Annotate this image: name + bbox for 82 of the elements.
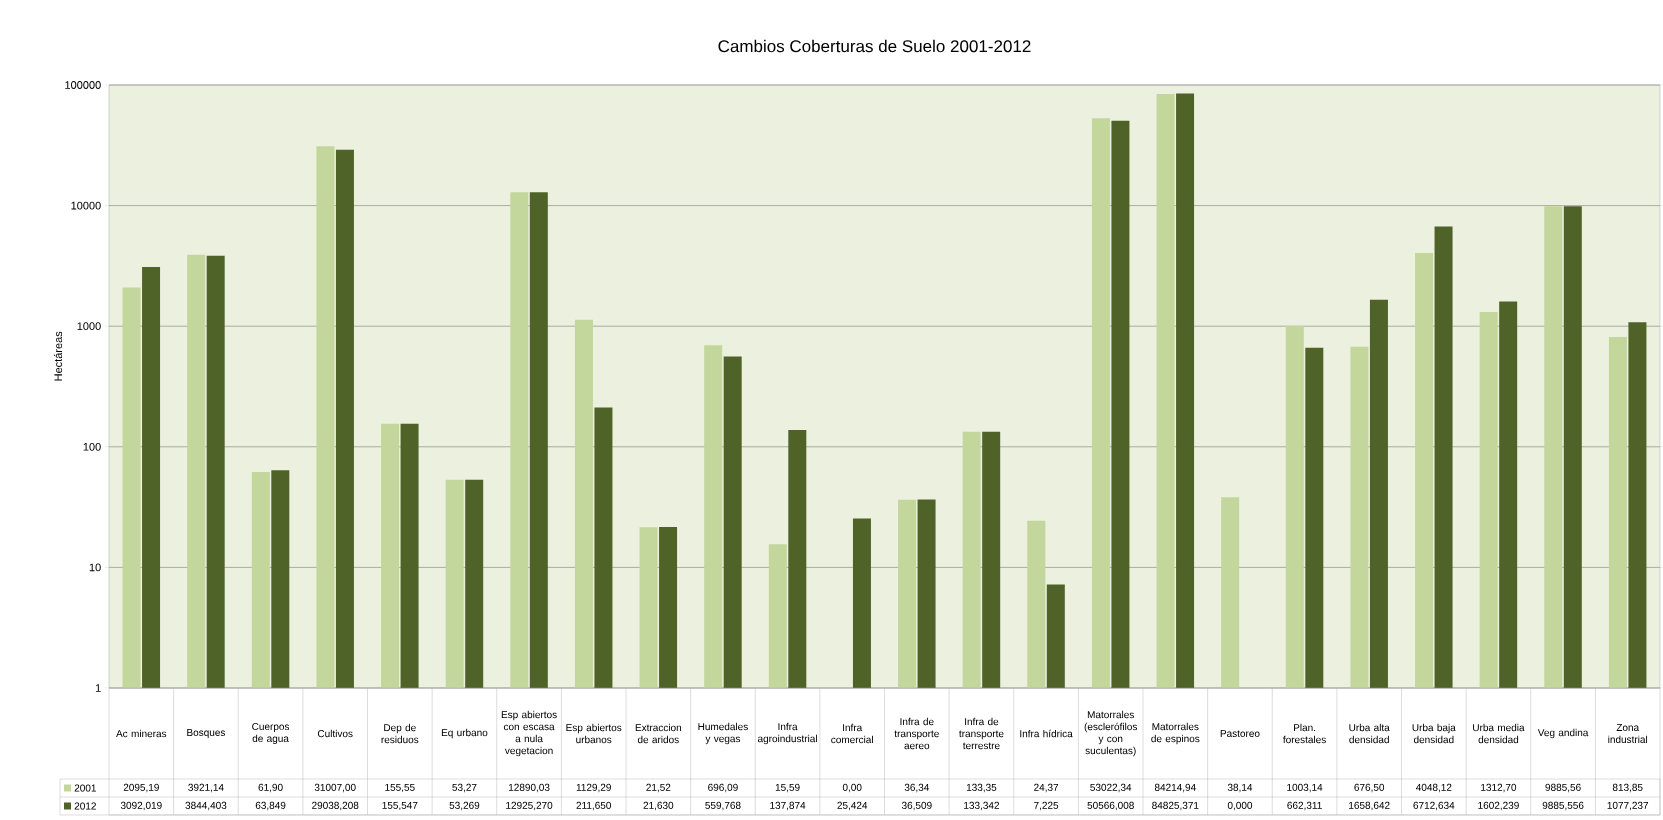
data-label: 137,874 — [770, 801, 806, 811]
data-label: 133,35 — [966, 783, 997, 793]
data-label: 211,650 — [576, 801, 612, 811]
x-tick-label: Matorrales (esclerófilos y con suculentas) — [1084, 710, 1138, 757]
data-label: 12890,03 — [508, 783, 550, 793]
x-tick-label: Infra hídrica — [1020, 729, 1073, 738]
data-label: 31007,00 — [314, 783, 356, 793]
data-label: 3921,14 — [188, 783, 224, 793]
data-label: 3092,019 — [120, 801, 162, 811]
data-label: 4048,12 — [1415, 783, 1452, 793]
x-tick-label: Urba media densidad — [1473, 723, 1525, 744]
x-tick-label: Infra de transporte aereo — [894, 717, 939, 750]
data-label: 7,225 — [1034, 801, 1059, 811]
data-label: 36,509 — [901, 801, 932, 811]
y-tick-label: 10000 — [71, 201, 101, 210]
data-label: 155,55 — [385, 783, 415, 793]
x-tick-label: Extraccion de aridos — [635, 723, 682, 744]
x-tick-label: Veg andina — [1537, 728, 1589, 739]
data-label: 53022,34 — [1090, 783, 1132, 793]
y-tick-label: 1000 — [77, 322, 101, 331]
data-label: 53,269 — [449, 801, 480, 811]
data-label: 1077,237 — [1607, 801, 1649, 811]
data-label: 155,547 — [382, 801, 418, 811]
legend-label: 2012 — [74, 802, 96, 810]
x-tick-label: Infra de transporte terrestre — [959, 717, 1004, 750]
data-label: 696,09 — [708, 783, 738, 793]
x-tick-label: Humedales y vegas — [698, 722, 748, 745]
x-tick-label: Cultivos — [317, 729, 353, 738]
x-tick-label: Pastoreo — [1220, 730, 1260, 737]
data-label: 21,52 — [646, 783, 671, 793]
x-tick-label: Infra agroindustrial — [757, 722, 817, 745]
data-label: 1658,642 — [1349, 801, 1390, 811]
data-label: 84214,94 — [1154, 783, 1196, 793]
x-tick-label: Matorrales de espinos — [1151, 722, 1200, 745]
data-label: 61,90 — [258, 783, 283, 793]
y-tick-label: 100 — [83, 442, 101, 451]
data-label: 25,424 — [837, 801, 868, 811]
data-label: 53,27 — [452, 783, 477, 793]
x-tick-label: Cuerpos de agua — [252, 722, 290, 745]
x-tick-label: Urba alta densidad — [1349, 723, 1390, 744]
data-label: 3844,403 — [185, 801, 227, 811]
data-label: 1312,70 — [1481, 783, 1517, 793]
y-tick-label: 10 — [89, 563, 101, 572]
data-label: 9885,56 — [1545, 783, 1581, 793]
data-label: 15,59 — [775, 783, 800, 793]
data-label: 676,50 — [1354, 783, 1385, 793]
chart-title: Cambios Coberturas de Suelo 2001-2012 — [718, 39, 1031, 53]
legend-label: 2001 — [74, 784, 96, 792]
y-tick-label: 1 — [95, 684, 101, 692]
x-tick-label: Urba baja densidad — [1412, 723, 1456, 744]
data-label: 813,85 — [1612, 783, 1643, 793]
x-tick-label: Zona industrial — [1608, 724, 1648, 743]
text: 0,00 — [842, 783, 862, 793]
data-label: 559,768 — [705, 801, 741, 811]
data-label: 36,34 — [904, 783, 930, 793]
data-label: 21,630 — [643, 801, 674, 811]
data-label: 6712,634 — [1413, 801, 1455, 811]
data-label: 63,849 — [255, 801, 286, 811]
data-label: 29038,208 — [312, 801, 359, 811]
data-label: 2095,19 — [123, 783, 159, 793]
x-tick-label: Esp abiertos urbanos — [566, 723, 622, 744]
x-tick-label: Esp abiertos con escasa a nula vegetacion — [501, 710, 557, 757]
x-tick-label: Plan. forestales — [1283, 723, 1326, 744]
x-tick-label: Eq urbano — [441, 728, 488, 739]
data-label: 24,37 — [1034, 783, 1059, 793]
x-tick-label: Dep de residuos — [381, 723, 419, 744]
x-tick-label: Bosques — [187, 729, 226, 738]
data-label: 1602,239 — [1478, 801, 1519, 811]
data-label: 50566,008 — [1087, 801, 1134, 811]
data-label: 12925,270 — [506, 801, 553, 811]
data-label: 38,14 — [1227, 783, 1253, 793]
data-label: 662,311 — [1287, 801, 1322, 811]
y-tick-label: 100000 — [65, 81, 101, 89]
data-label: 84825,371 — [1152, 801, 1199, 811]
data-label: 9885,556 — [1542, 801, 1584, 811]
data-label: 133,342 — [964, 801, 1000, 811]
y-axis-title: Hectáreas — [53, 331, 63, 381]
text: 0,000 — [1227, 801, 1253, 811]
x-tick-label: Infra comercial — [831, 723, 873, 744]
x-tick-label: Ac mineras — [116, 729, 167, 738]
data-label: 1003,14 — [1287, 783, 1323, 793]
data-label: 1129,29 — [576, 783, 611, 793]
